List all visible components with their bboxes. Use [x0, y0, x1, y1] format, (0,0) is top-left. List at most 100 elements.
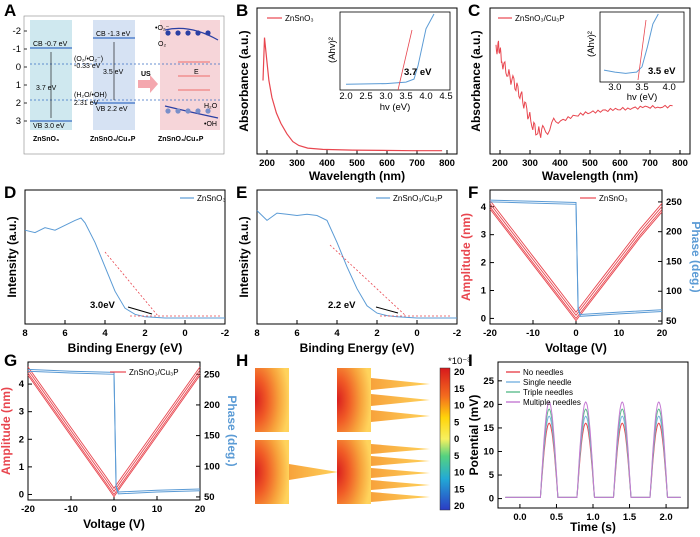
panel-letter-c: C	[468, 1, 480, 20]
panel-f-y2-tick-label: 150	[666, 256, 682, 267]
panel-letter-b: B	[236, 1, 248, 20]
panel-a-y-tick-label: 3	[16, 116, 21, 127]
h-single-needle	[289, 464, 338, 480]
panel-b-x-tick-label: 200	[259, 158, 275, 169]
panel-e-x-tick-label: 2	[374, 328, 379, 339]
panel-f-y-tick-label: 4	[481, 202, 487, 213]
h-multi-needle-5	[371, 492, 430, 502]
panel-e-x-tick-label: 8	[254, 328, 259, 339]
panel-i-series-line	[505, 401, 681, 498]
panel-d-x-tick-label: 6	[62, 328, 67, 339]
panel-i-x-tick-label: 1.0	[586, 512, 599, 523]
panel-g-x-tick-label: 10	[152, 504, 163, 515]
panel-c-series-line	[495, 40, 673, 138]
panel-i-y-tick-label: 25	[483, 376, 494, 387]
panel-f-y2-ticks: 50 100 150 200 250	[658, 197, 682, 327]
panel-g-x-tick-label: 0	[111, 504, 116, 515]
panel-b-x-label: Wavelength (nm)	[309, 169, 405, 183]
panel-f-y-label: Amplitude (nm)	[459, 213, 473, 301]
electrons	[165, 30, 211, 114]
h-color-scale	[439, 367, 451, 511]
panel-b-inset-tick-label: 3.5	[399, 91, 412, 102]
panel-i-x-tick-label: 0.0	[513, 512, 526, 523]
panel-letter-a: A	[4, 1, 16, 20]
panel-b-inset-tick-label: 4.0	[419, 91, 432, 102]
zn-name: ZnSnO₃	[33, 136, 59, 143]
panel-c-inset-ticks: 3.0 3.5 4.0	[608, 82, 676, 93]
panel-f-y-tick-label: 0	[481, 313, 486, 324]
panel-i-x-tick-label: 0.5	[550, 512, 564, 523]
panel-c-inset-tick-label: 3.5	[635, 82, 648, 93]
panel-i-y-tick-label: 15	[483, 423, 494, 434]
panel-i-legend-label: Single needle	[523, 378, 572, 387]
panel-b-legend-label: ZnSnO₃	[285, 14, 314, 23]
panel-b-inset-fit	[397, 29, 413, 91]
panel-letter-d: D	[4, 183, 16, 202]
oh-label: •OH	[204, 121, 217, 128]
panel-c: C 200 300 400 500 600 700 800 Wavelength (nm) …	[468, 1, 691, 183]
panel-a: A -2 -1 0 1 2 3 CB -0.7 eV 3.7 eV VB 3.0 eV Z…	[4, 1, 225, 155]
panel-f: F -20 -10 0 10 20 0 1 2 3 4 50 100 150 200 250 Volta…	[459, 183, 700, 355]
panel-g-y-tick-label: 1	[19, 462, 25, 473]
panel-b-inset-line	[345, 13, 435, 85]
o2-redox-value: -0.33 eV	[74, 63, 101, 70]
h-scale-tick-label: 5	[454, 417, 460, 428]
panel-b-x-tick-label: 400	[319, 158, 335, 169]
panel-b-x-tick-label: 500	[349, 158, 365, 169]
panel-letter-f: F	[468, 183, 478, 202]
panel-c-y-label: Absorbance (a.u.)	[469, 30, 483, 131]
panel-g-y-tick-label: 0	[19, 489, 24, 500]
panel-d-fit-line	[104, 251, 159, 317]
panel-g-x-tick-label: -20	[21, 504, 35, 515]
h-multi-needle-4	[371, 480, 430, 490]
panel-g-amplitude-loop	[27, 372, 201, 496]
o2-radical-label: •O₂⁻	[155, 25, 170, 32]
panel-a-y-tick-label: 2	[16, 98, 21, 109]
panel-b-inset-tick-label: 2.5	[359, 91, 372, 102]
panel-c-inset-y-label: (Ahv)²	[586, 31, 597, 57]
panel-f-y-tick-label: 2	[481, 258, 486, 269]
panel-g-x-tick-label: 20	[195, 504, 206, 515]
zn-cb-label: CB -0.7 eV	[33, 41, 68, 48]
o2-label: O₂	[158, 41, 166, 48]
panel-i-y-tick-label: 10	[483, 446, 494, 457]
panel-c-x-tick-label: 700	[642, 158, 658, 169]
panel-c-x-tick-label: 200	[492, 158, 508, 169]
panel-g-amplitude-loop	[27, 374, 201, 498]
panel-f-x-tick-label: -20	[483, 328, 497, 339]
panel-f-legend-label: ZnSnO₃	[599, 194, 628, 203]
panel-e-legend-label: ZnSnO₃/Cu₃P	[393, 194, 443, 203]
h-multi-needle-1	[371, 444, 430, 454]
panel-f-amplitude-loop	[489, 200, 663, 313]
panel-f-phase-loop	[489, 201, 663, 317]
panel-b-inset-tick-label: 2.0	[339, 91, 352, 102]
panel-g-amplitude-loop	[27, 366, 201, 490]
panel-g-y2-tick-label: 150	[204, 431, 220, 442]
panel-e-x-tick-label: 4	[334, 328, 340, 339]
panel-b-x-tick-label: 600	[379, 158, 395, 169]
panel-c-legend-label: ZnSnO₃/Cu₃P	[515, 14, 565, 23]
panel-i-y-label: Potential (mV)	[467, 395, 481, 476]
panel-f-x-tick-label: 10	[614, 328, 625, 339]
panel-e-y-label: Intensity (a.u.)	[237, 216, 251, 297]
cu-name: ZnSnO₃/Cu₃P	[90, 136, 136, 143]
ef-label: E	[194, 69, 199, 76]
oh-redox-label: (H₂O/•OH)	[74, 92, 107, 99]
panel-c-x-tick-label: 600	[612, 158, 628, 169]
panel-c-x-ticks: 200 300 400 500 600 700 800	[492, 150, 688, 169]
panel-i-legend-label: No needles	[523, 368, 563, 377]
panel-b-x-tick-label: 300	[289, 158, 305, 169]
cu-gap-label: 3.5 eV	[103, 69, 124, 76]
panel-a-y-tick-label: 1	[16, 80, 21, 91]
panel-letter-e: E	[236, 183, 247, 202]
panel-letter-g: G	[4, 351, 17, 370]
panel-b-x-ticks: 200 300 400 500 600 700 800	[259, 150, 455, 169]
panel-g-x-tick-label: -10	[64, 504, 78, 515]
panel-g-y-ticks: 0 1 2 3 4	[19, 379, 32, 500]
panel-d-annotation-arrow	[127, 306, 153, 315]
panel-c-inset-annotation: 3.5 eV	[648, 66, 676, 77]
panel-f-x-ticks: -20 -10 0 10 20	[483, 320, 667, 339]
panel-g-x-label: Voltage (V)	[83, 517, 145, 531]
panel-b-inset-annotation: 3.7 eV	[404, 67, 432, 78]
panel-e-fit-line	[329, 244, 407, 317]
